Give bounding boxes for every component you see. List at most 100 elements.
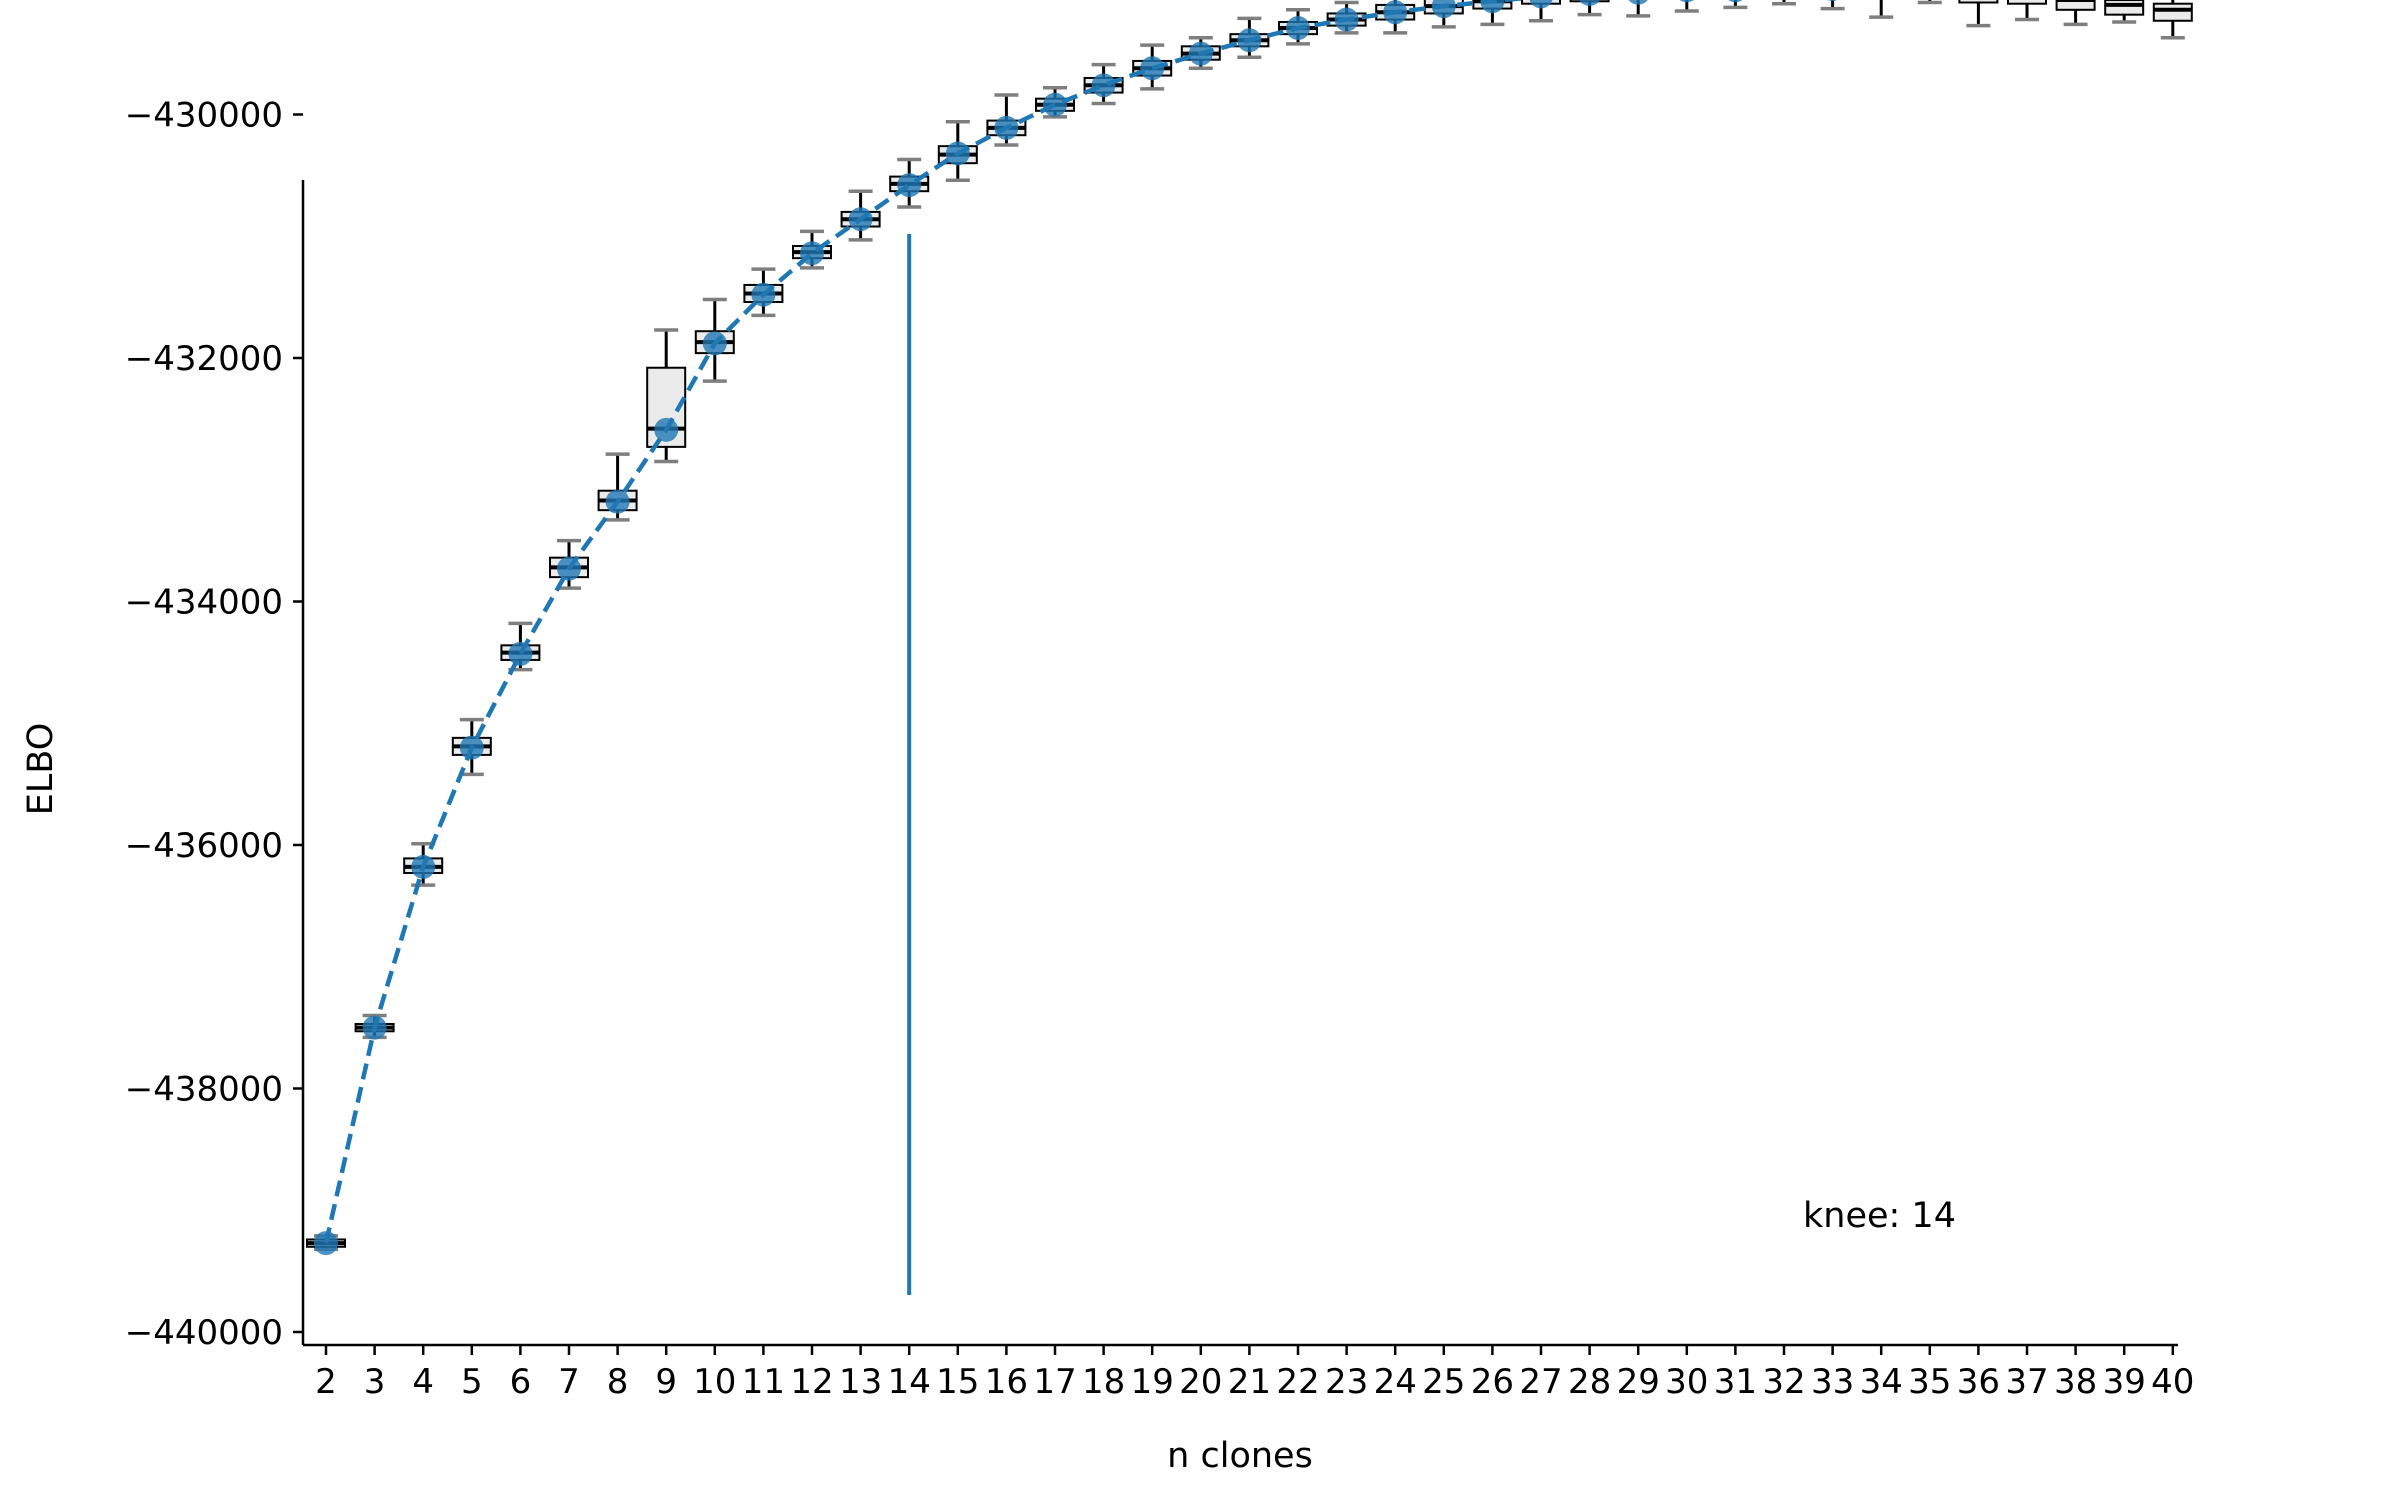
box-34 xyxy=(1869,0,1894,19)
box-40 xyxy=(2152,0,2193,40)
series-point-24 xyxy=(1383,0,1408,25)
x-tick-label: 37 xyxy=(2005,1362,2048,1402)
box-body xyxy=(2152,2,2193,22)
series-point-9 xyxy=(654,417,679,442)
x-tick-label: 9 xyxy=(655,1362,677,1402)
box-33 xyxy=(1820,0,1845,11)
series-point-2 xyxy=(314,1231,338,1256)
x-tick-label: 31 xyxy=(1714,1362,1757,1402)
series-point-13 xyxy=(848,207,873,232)
y-tick-label: −430000 xyxy=(125,96,283,136)
x-tick-label: 22 xyxy=(1276,1362,1319,1402)
y-tick-label: −432000 xyxy=(125,339,283,379)
series-point-11 xyxy=(751,282,776,307)
x-tick-label: 33 xyxy=(1811,1362,1854,1402)
series-point-29 xyxy=(1628,0,1648,5)
series-point-10 xyxy=(702,331,727,356)
box-30 xyxy=(1674,0,1699,13)
x-tick-label: 12 xyxy=(790,1362,833,1402)
x-tick-label: 13 xyxy=(839,1362,882,1402)
series-point-17 xyxy=(1043,92,1067,117)
series-point-4 xyxy=(411,854,436,879)
x-tick-label: 8 xyxy=(607,1362,629,1402)
box-36 xyxy=(1958,0,1999,28)
x-tick-label: 30 xyxy=(1665,1362,1708,1402)
x-tick-label: 38 xyxy=(2054,1362,2097,1402)
x-tick-label: 25 xyxy=(1422,1362,1465,1402)
x-tick-label: 18 xyxy=(1082,1362,1125,1402)
series-point-21 xyxy=(1237,28,1262,53)
x-tick-label: 17 xyxy=(1033,1362,1076,1402)
series-point-23 xyxy=(1334,7,1359,32)
box-body xyxy=(2007,0,2047,5)
x-tick-label: 23 xyxy=(1325,1362,1368,1402)
box-body xyxy=(1958,0,1999,4)
series-point-12 xyxy=(800,241,824,266)
series-point-19 xyxy=(1140,56,1165,81)
series-point-22 xyxy=(1286,16,1310,41)
series-point-6 xyxy=(508,641,533,666)
x-tick-label: 39 xyxy=(2103,1362,2146,1402)
x-tick-label: 32 xyxy=(1762,1362,1805,1402)
x-tick-label: 27 xyxy=(1519,1362,1562,1402)
box-37 xyxy=(2007,0,2047,22)
boxes xyxy=(306,0,2193,1251)
series-point-27 xyxy=(1529,0,1553,9)
x-tick-label: 2 xyxy=(315,1362,337,1402)
x-tick-labels: 2 3 4 5 6 7 8 9 10 11 12 13 14 15 16 17 18 19 20 21 22 23 24 25… xyxy=(315,1345,2194,1402)
series-line xyxy=(323,0,1528,1244)
x-tick-label: 29 xyxy=(1617,1362,1660,1402)
series-point-14 xyxy=(897,173,922,198)
y-tick-labels: −430000 −432000 −434000 −436000 −438000 −4400… xyxy=(125,96,303,1353)
series-point-25 xyxy=(1431,0,1456,19)
series-point-18 xyxy=(1091,73,1116,98)
series-point-26 xyxy=(1480,0,1505,14)
series-point-16 xyxy=(994,115,1019,140)
series-point-8 xyxy=(605,489,630,514)
series-point-30 xyxy=(1679,0,1694,3)
x-tick-label: 15 xyxy=(936,1362,979,1402)
x-tick-label: 26 xyxy=(1471,1362,1514,1402)
series-point-5 xyxy=(459,735,484,760)
series-point-33 xyxy=(1827,0,1838,2)
y-tick-label: −434000 xyxy=(125,583,283,623)
series-point-31 xyxy=(1728,0,1743,3)
x-tick-label: 4 xyxy=(412,1362,434,1402)
y-tick-label: −440000 xyxy=(125,1313,283,1353)
series-point-28 xyxy=(1579,0,1600,6)
x-tick-label: 35 xyxy=(1908,1362,1951,1402)
knee-annotation: knee: 14 xyxy=(1803,1196,1956,1236)
x-tick-label: 28 xyxy=(1568,1362,1611,1402)
x-tick-label: 24 xyxy=(1374,1362,1417,1402)
x-tick-label: 34 xyxy=(1860,1362,1903,1402)
box-body xyxy=(2104,0,2145,16)
series-point-7 xyxy=(557,556,581,581)
x-tick-label: 14 xyxy=(888,1362,931,1402)
axes xyxy=(301,180,2178,1347)
series-point-3 xyxy=(362,1015,387,1040)
box-32 xyxy=(1772,0,1796,6)
box-38 xyxy=(2055,0,2096,27)
x-tick-label: 19 xyxy=(1131,1362,1174,1402)
x-tick-label: 16 xyxy=(985,1362,1028,1402)
series-point-20 xyxy=(1188,41,1213,66)
elbo-series xyxy=(314,0,1838,1256)
box-35 xyxy=(1917,0,1942,5)
y-axis-label: ELBO xyxy=(21,723,61,816)
x-tick-label: 21 xyxy=(1228,1362,1271,1402)
x-tick-label: 10 xyxy=(693,1362,736,1402)
x-tick-label: 6 xyxy=(510,1362,532,1402)
x-tick-label: 40 xyxy=(2151,1362,2194,1402)
series-point-15 xyxy=(945,141,970,166)
x-tick-label: 11 xyxy=(742,1362,785,1402)
x-tick-label: 36 xyxy=(1957,1362,2000,1402)
x-tick-label: 5 xyxy=(461,1362,483,1402)
box-29 xyxy=(1626,0,1651,18)
y-tick-label: −438000 xyxy=(125,1070,283,1110)
x-tick-label: 20 xyxy=(1179,1362,1222,1402)
x-axis-label: n clones xyxy=(1167,1436,1313,1476)
y-tick-label: −436000 xyxy=(125,826,283,866)
x-tick-label: 7 xyxy=(558,1362,580,1402)
box-39 xyxy=(2104,0,2145,24)
